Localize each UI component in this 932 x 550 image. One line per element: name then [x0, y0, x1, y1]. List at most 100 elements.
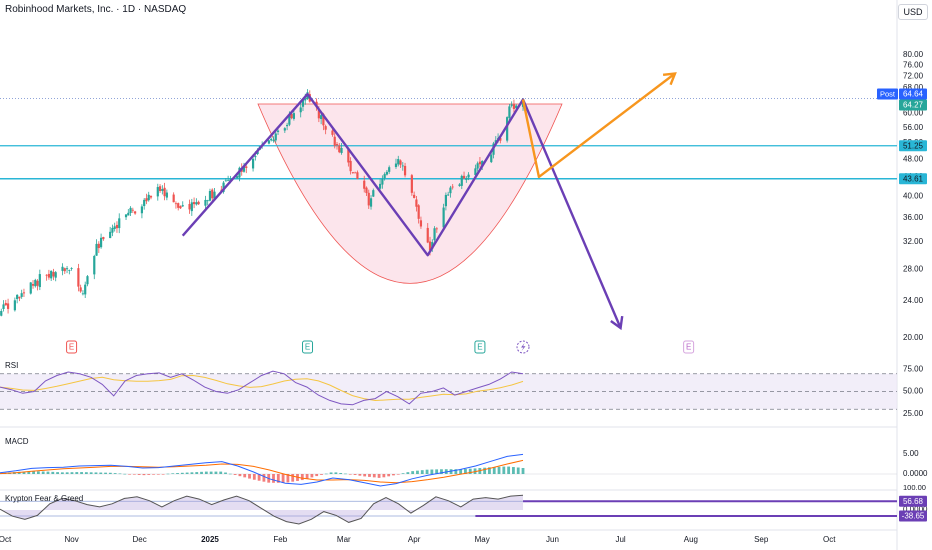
candle-body	[467, 174, 470, 178]
fg-tick-label: 0.0000	[903, 505, 928, 514]
cup-pattern	[257, 103, 563, 284]
macd-histogram-bar	[219, 471, 223, 474]
candle-body	[50, 270, 53, 279]
date-tick-label: Oct	[823, 535, 836, 544]
candle-body	[267, 140, 271, 144]
macd-histogram-bar	[22, 471, 26, 474]
candle-body	[22, 292, 26, 294]
earnings-marker-label: E	[305, 343, 310, 352]
macd-histogram-bar	[464, 468, 467, 474]
macd-line	[0, 453, 524, 487]
candle-body	[349, 160, 352, 172]
candle-body	[4, 302, 7, 306]
macd-histogram-bar	[56, 472, 59, 474]
macd-histogram-bar	[488, 467, 491, 474]
candle-body	[179, 206, 182, 209]
candle-body	[369, 198, 373, 207]
candle-body	[417, 205, 420, 219]
candle-body	[478, 161, 482, 165]
macd-histogram-bar	[132, 474, 136, 475]
macd-histogram-bar	[204, 471, 208, 474]
macd-histogram-bar	[276, 474, 280, 483]
macd-histogram-bar	[41, 471, 45, 474]
date-tick-label: Mar	[337, 535, 351, 544]
candle-body	[419, 220, 423, 227]
macd-histogram-bar	[392, 474, 395, 476]
macd-histogram-bar	[353, 474, 357, 475]
price-label-box	[899, 88, 927, 100]
macd-histogram-bar	[80, 472, 83, 474]
candle-body	[245, 166, 248, 168]
macd-histogram-bar	[435, 469, 439, 474]
macd-histogram-bar	[142, 474, 146, 476]
candle-body	[77, 268, 80, 287]
fg-value-label: 56.68	[903, 497, 924, 506]
rsi-ma-line	[0, 374, 524, 402]
fg-area	[0, 495, 524, 524]
price-label-box	[899, 140, 927, 152]
candle-body	[283, 128, 286, 131]
candle-body	[18, 296, 21, 299]
macd-histogram-bar	[291, 474, 295, 482]
macd-histogram-bar	[272, 474, 275, 483]
price-tick-label: 32.00	[903, 237, 924, 246]
candle-body	[197, 201, 200, 205]
candle-body	[274, 133, 277, 141]
macd-histogram-bar	[166, 473, 170, 475]
candle-body	[290, 113, 293, 119]
macd-histogram-bar	[70, 472, 74, 474]
candle-body	[490, 154, 493, 163]
candle-body	[211, 189, 214, 199]
candle-body	[163, 187, 166, 197]
candle-body	[115, 224, 119, 229]
date-tick-label: Sep	[754, 535, 769, 544]
price-tick-label: 80.00	[903, 50, 924, 59]
candle-body	[20, 293, 23, 297]
price-tick-label: 36.00	[903, 213, 924, 222]
macd-histogram-bar	[27, 471, 31, 474]
macd-histogram-bar	[60, 472, 64, 474]
candle-body	[460, 175, 463, 186]
candle-body	[381, 179, 384, 185]
macd-histogram-bar	[180, 472, 184, 474]
macd-histogram-bar	[176, 473, 179, 474]
candle-body	[317, 109, 320, 119]
macd-histogram-bar	[377, 474, 381, 478]
candle-body	[149, 195, 153, 198]
macd-histogram-bar	[123, 473, 127, 475]
candle-body	[333, 136, 336, 146]
candle-body	[331, 130, 334, 135]
candle-body	[86, 276, 89, 285]
macd-histogram-bar	[363, 474, 367, 477]
price-tick-label: 68.00	[903, 83, 924, 92]
macd-histogram-bar	[248, 474, 251, 479]
post-tag-label: Post	[880, 89, 896, 98]
candle-body	[172, 194, 175, 203]
candle-body	[206, 200, 209, 202]
price-tick-label: 76.00	[903, 60, 924, 69]
candle-body	[476, 163, 479, 169]
candle-body	[131, 209, 134, 211]
candle-body	[29, 282, 32, 294]
candle-body	[236, 176, 239, 179]
candle-body	[354, 172, 357, 174]
candle-body	[143, 199, 146, 207]
date-tick-label: 2025	[201, 535, 219, 544]
macd-histogram-bar	[185, 472, 189, 474]
earnings-marker-label: E	[477, 343, 482, 352]
currency-button[interactable]: USD	[898, 4, 928, 20]
macd-histogram-bar	[411, 471, 415, 474]
macd-histogram-bar	[521, 468, 525, 474]
candle-body	[301, 99, 305, 107]
candle-body	[190, 202, 193, 212]
fg-value-box	[899, 495, 927, 507]
candle-body	[140, 206, 144, 214]
candle-body	[474, 168, 477, 176]
macd-histogram-bar	[252, 474, 256, 480]
symbol-title[interactable]: Robinhood Markets, Inc. · 1D · NASDAQ	[5, 4, 187, 15]
fg-value-label: -38.65	[902, 512, 925, 521]
macd-histogram-bar	[224, 472, 227, 474]
candle-body	[394, 163, 398, 167]
candle-body	[324, 126, 327, 130]
